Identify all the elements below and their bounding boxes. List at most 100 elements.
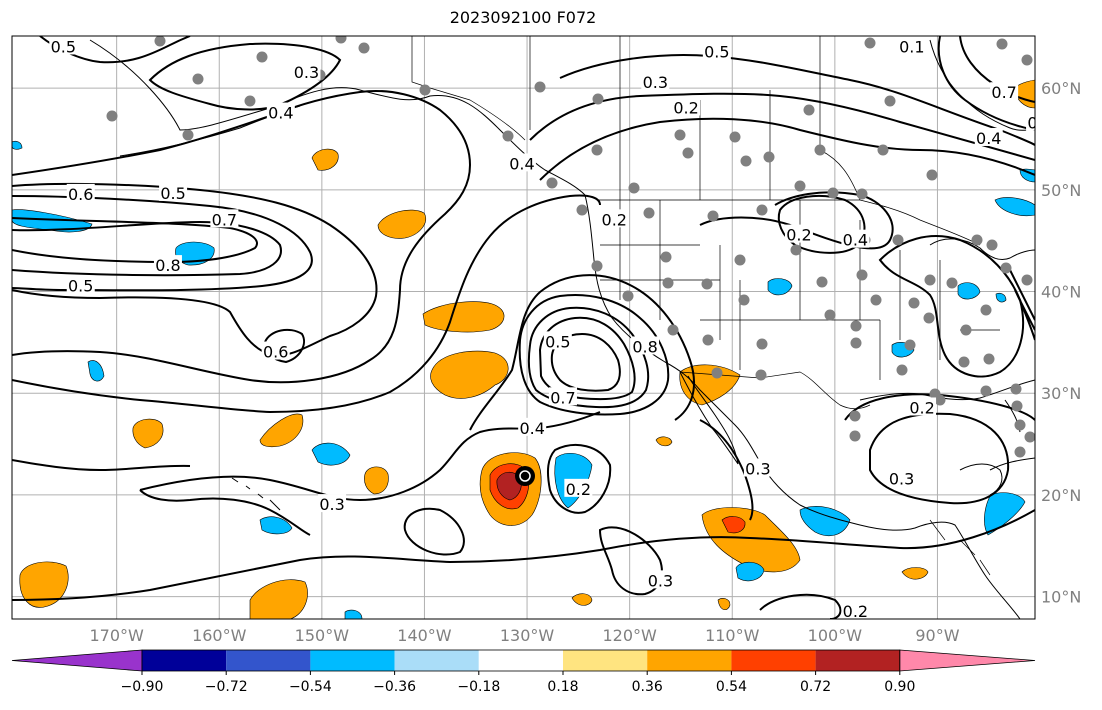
contour-labels: 0.5 0.3 0.4 0.6 0.5 0.7 0.8 0.5 0.6 0.5 0.8 0.7 0.4 0…	[49, 36, 1035, 621]
station-dot	[674, 129, 686, 141]
contour-label-bg	[908, 397, 937, 416]
contour-label: 0.5	[545, 332, 570, 351]
shade-blue	[767, 278, 793, 296]
station-dot	[738, 294, 750, 306]
contour-label-bg	[1026, 112, 1035, 131]
central-america-borders	[929, 519, 991, 576]
contour-label-bg	[743, 458, 772, 477]
station-dot	[856, 269, 868, 281]
contour-label: 0.7	[212, 210, 237, 229]
lon-tick-label: 150°W	[295, 626, 350, 645]
shade-blue	[344, 609, 363, 619]
colorbar-tick-label: −0.36	[373, 679, 416, 695]
station-dot	[591, 144, 603, 156]
contour-0.4-alaska	[148, 42, 342, 111]
contour-label: 0.5	[704, 43, 729, 62]
contour-label-bg	[210, 209, 239, 228]
colorbar-swatch	[394, 650, 479, 671]
station-dot	[502, 130, 514, 142]
station-dot	[946, 277, 958, 289]
station-dot	[892, 234, 904, 246]
lat-tick-label: 20°N	[1041, 486, 1081, 505]
station-dot	[850, 337, 862, 349]
station-dot	[756, 204, 768, 216]
contour-label: 0.5	[51, 37, 76, 56]
contour-label: 0.1	[899, 37, 924, 56]
station-dot	[983, 353, 995, 365]
contour-label: 0.4	[843, 231, 868, 250]
colorbar-swatch	[478, 650, 563, 671]
station-dot	[926, 169, 938, 181]
station-dot	[154, 36, 166, 47]
colorbar-tick-label: 0.36	[632, 679, 663, 695]
station-dot	[986, 239, 998, 251]
contour-label-bg	[518, 417, 547, 436]
contour-0.2-southsmall	[759, 593, 842, 619]
station-dots	[106, 36, 1035, 458]
contour-label-bg	[784, 224, 813, 243]
station-dot	[923, 312, 935, 324]
colorbar: −0.90 −0.72 −0.54 −0.36 −0.18 0.18 0.36 0.54 0.7…	[11, 649, 1036, 695]
shade-orange	[377, 209, 426, 239]
contour-label-bg	[292, 61, 321, 80]
station-dot	[628, 182, 640, 194]
lat-tick-label: 30°N	[1041, 384, 1081, 403]
canada-provinces	[529, 36, 861, 201]
station-dot	[934, 394, 946, 406]
colorbar-swatch	[563, 650, 648, 671]
station-dot	[707, 210, 719, 222]
station-dot	[622, 290, 634, 302]
colorbar-tick-label: 0.72	[800, 679, 831, 695]
contour-label-bg	[974, 127, 1003, 146]
contour-0.6-low	[527, 306, 650, 409]
station-dot	[958, 356, 970, 368]
station-dot	[856, 188, 868, 200]
colorbar-swatch	[142, 650, 227, 671]
contour-label: 0.3	[648, 571, 673, 590]
contour-label: 0.3	[319, 495, 344, 514]
colorbar-swatch	[310, 650, 395, 671]
contour-label-bg	[600, 209, 629, 228]
contour-0.5-low	[518, 294, 670, 416]
station-dot	[816, 276, 828, 288]
contour-label: 0.3	[745, 460, 770, 479]
shade-blue	[995, 292, 1007, 303]
contour-label-bg	[887, 468, 916, 487]
station-dot	[864, 37, 876, 49]
contour-0.5	[12, 182, 378, 357]
station-dot	[335, 36, 347, 44]
lon-tick-label: 140°W	[397, 626, 452, 645]
colorbar-tick-label: −0.72	[205, 679, 248, 695]
station-dot	[904, 339, 916, 351]
shade-blue	[957, 282, 981, 300]
colorbar-tick-label: −0.90	[121, 679, 164, 695]
colorbar-outline	[141, 649, 901, 672]
colorbar-extend-max	[899, 649, 1036, 672]
longitude-labels: 170°W 160°W 150°W 140°W 130°W 120°W 110°W 100°W…	[89, 626, 959, 645]
contour-label-bg	[159, 182, 188, 201]
station-dot	[755, 369, 767, 381]
lat-tick-label: 40°N	[1041, 283, 1081, 302]
contour-0.3-center	[598, 526, 663, 596]
station-dot	[702, 334, 714, 346]
contour-label: 0.2	[843, 602, 868, 621]
contour-west-tail	[12, 459, 191, 472]
lat-tick-label: 60°N	[1041, 79, 1081, 98]
station-dot	[803, 104, 815, 116]
contour-label-bg	[646, 570, 675, 589]
contour-0.7	[12, 220, 282, 277]
lon-tick-label: 130°W	[500, 626, 555, 645]
station-dot	[682, 147, 694, 159]
us-mexico-border	[679, 371, 871, 410]
colorbar-swatch	[647, 650, 732, 671]
contour-label: 0.5	[160, 184, 185, 203]
station-dot	[1014, 446, 1026, 458]
station-dot	[980, 304, 992, 316]
lon-tick-label: 110°W	[705, 626, 760, 645]
contour-label: 0.2	[909, 398, 934, 417]
station-dot	[419, 84, 431, 96]
contour-label: 0.3	[643, 73, 668, 92]
shade-orange	[19, 561, 69, 608]
contour-label: 0.5	[68, 276, 93, 295]
